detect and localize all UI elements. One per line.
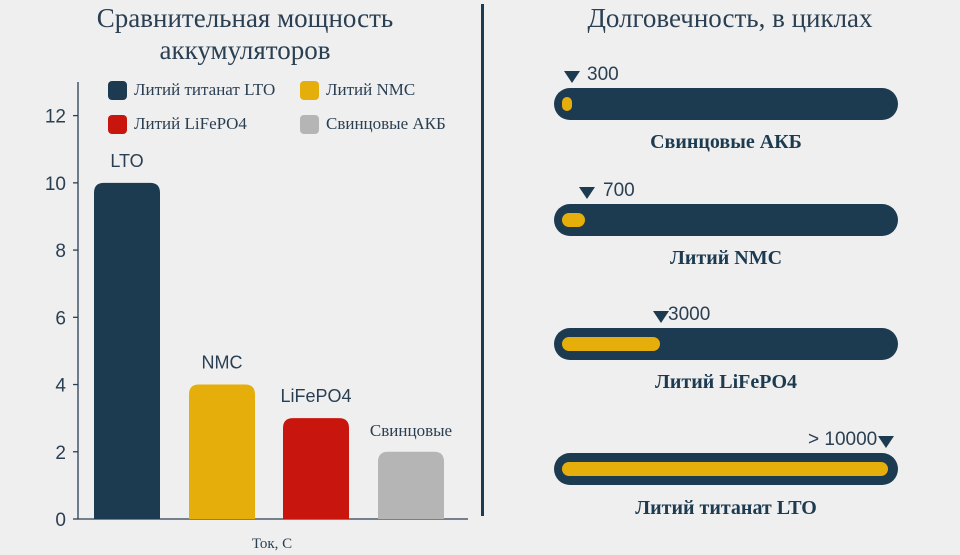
cycles-value-2: 3000 [668, 304, 711, 325]
cycles-value-1: 700 [603, 180, 635, 201]
panel-divider [481, 4, 484, 516]
legend-swatch-lto [108, 80, 127, 100]
cycles-marker-1 [579, 187, 595, 199]
y-tick-label: 8 [55, 241, 66, 262]
legend-label-lto: Литий титанат LTO [134, 80, 276, 99]
cycles-label-2: Литий LiFePO4 [654, 371, 798, 393]
cycles-track-1 [554, 204, 898, 236]
legend-item-lead: Свинцовые АКБ [300, 114, 446, 134]
cycles-value-0: 300 [587, 64, 619, 85]
cycles-label-0: Свинцовые АКБ [650, 131, 802, 153]
legend-item-lto: Литий титанат LTO [108, 80, 275, 100]
cycles-fill-3 [562, 462, 888, 476]
bar-label-0: LTO [110, 151, 143, 171]
legend-label-nmc: Литий NMC [326, 80, 416, 99]
legend-item-lifepo4: Литий LiFePO4 [108, 114, 247, 134]
legend-swatch-lifepo4 [108, 114, 127, 134]
power-bar-chart: 0 2 4 6 8 10 12 Ток, С LTO NMC LiFePO4 Свинцовые [45, 82, 468, 552]
y-tick-label: 2 [55, 443, 66, 464]
cycles-value-3: > 10000 [808, 429, 878, 450]
cycles-track-0 [554, 88, 898, 120]
bar-1 [189, 384, 255, 519]
cycles-fill-2 [562, 337, 660, 351]
legend-swatch-nmc [300, 80, 319, 100]
y-tick-label: 10 [45, 174, 66, 195]
bar-0 [94, 182, 160, 519]
y-tick-label: 12 [45, 107, 66, 128]
cycles-marker-2 [653, 311, 669, 323]
power-chart-title-line2: аккумуляторов [159, 35, 331, 65]
bar-2 [283, 418, 349, 519]
y-tick-label: 4 [55, 376, 66, 397]
bar-label-2: LiFePO4 [280, 386, 351, 406]
cycles-fill-1 [562, 213, 585, 227]
legend-label-lifepo4: Литий LiFePO4 [134, 114, 247, 133]
y-tick-label: 0 [55, 510, 66, 531]
bar-label-1: NMC [202, 353, 243, 373]
legend-label-lead: Свинцовые АКБ [326, 114, 446, 133]
power-chart-title: Сравнительная мощность аккумуляторов [40, 2, 450, 66]
cycles-label-1: Литий NMC [669, 247, 783, 269]
bar-3 [378, 451, 444, 519]
bar-label-3: Свинцовые [370, 421, 452, 440]
x-axis-label: Ток, С [252, 536, 292, 552]
y-tick-label: 6 [55, 308, 66, 329]
cycles-marker-3 [878, 436, 894, 448]
legend-swatch-lead [300, 114, 319, 134]
power-chart-title-line1: Сравнительная мощность [96, 3, 394, 33]
cycles-chart-title: Долговечность, в циклах [587, 3, 873, 33]
legend-item-nmc: Литий NMC [300, 80, 415, 100]
cycles-fill-0 [562, 97, 572, 111]
cycles-label-3: Литий титанат LTO [635, 497, 817, 519]
cycles-marker-0 [564, 71, 580, 83]
